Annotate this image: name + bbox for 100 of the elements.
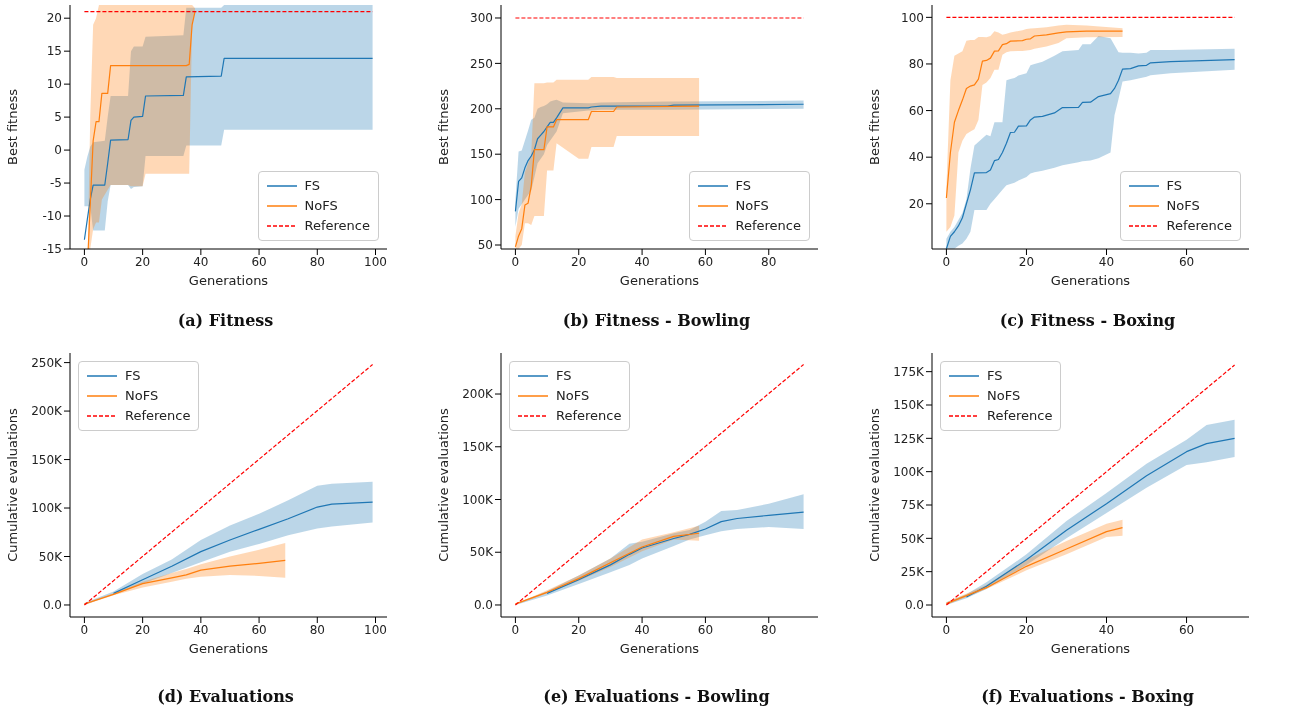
line-series xyxy=(83,57,374,241)
x-tick-label: 20 xyxy=(571,254,587,269)
y-tick-label: 40 xyxy=(908,150,924,165)
x-tick-label: 0 xyxy=(511,254,520,269)
x-tick-label: 20 xyxy=(134,254,151,269)
text: (c) Fitness - Boxing xyxy=(998,311,1177,330)
y-axis-title: Cumulative evaluations xyxy=(866,408,882,562)
y-tick-label: 50 xyxy=(477,238,493,253)
y-tick-label: 150K xyxy=(31,452,64,467)
x-tick-label: 60 xyxy=(697,622,714,637)
y-tick-label: 0.0 xyxy=(473,598,493,613)
y-axis-title: Cumulative evaluations xyxy=(435,408,451,562)
legend-label: FS xyxy=(735,177,752,195)
y-tick-label: 150K xyxy=(893,398,926,413)
x-tick-label: 40 xyxy=(1098,622,1115,637)
y-tick-label: 0.0 xyxy=(904,598,924,613)
y-tick-label: -10 xyxy=(42,209,62,224)
legend-label: Reference xyxy=(125,407,191,425)
text: (b) Fitness - Bowling xyxy=(561,311,752,330)
y-tick-label: 200K xyxy=(462,387,495,402)
text: (f) Evaluations - Boxing xyxy=(980,687,1195,706)
x-tick-label: 60 xyxy=(251,622,267,637)
x-axis-title: Generations xyxy=(1050,273,1131,288)
legend-label: Reference xyxy=(304,217,370,235)
x-tick-label: 40 xyxy=(634,254,650,269)
y-axis-title: Best fitness xyxy=(4,88,20,165)
text: (d) Evaluations xyxy=(156,687,295,706)
x-axis-title: Generations xyxy=(188,273,269,288)
legend-label: NoFS xyxy=(987,387,1021,405)
x-tick-label: 80 xyxy=(309,254,325,269)
legend-label: Reference xyxy=(1166,217,1232,235)
y-tick-label: 250 xyxy=(470,56,493,71)
y-tick-label: 100K xyxy=(462,492,495,507)
x-tick-label: 40 xyxy=(634,622,650,637)
x-tick-label: 80 xyxy=(309,622,325,637)
x-tick-label: 20 xyxy=(1018,622,1035,637)
legend-label: NoFS xyxy=(304,197,338,215)
x-tick-label: 0 xyxy=(80,622,89,637)
x-tick-label: 20 xyxy=(1018,254,1035,269)
x-tick-label: 0 xyxy=(511,622,520,637)
y-tick-label: 200 xyxy=(470,102,493,117)
line-series xyxy=(965,437,1236,598)
y-tick-label: 0 xyxy=(54,143,62,158)
y-tick-label: 50K xyxy=(38,549,64,564)
legend-label: FS xyxy=(304,177,321,195)
legend-label: FS xyxy=(987,367,1003,385)
legend-label: FS xyxy=(125,367,141,385)
x-tick-label: 20 xyxy=(571,622,587,637)
y-axis-title: Cumulative evaluations xyxy=(4,408,20,562)
legend-label: Reference xyxy=(556,407,622,425)
x-tick-label: 60 xyxy=(251,254,267,269)
legend-label: Reference xyxy=(987,407,1053,425)
text: (e) Evaluations - Bowling xyxy=(542,687,771,706)
y-tick-label: 200K xyxy=(31,404,64,419)
y-tick-label: 300 xyxy=(470,11,493,26)
y-tick-label: 250K xyxy=(31,355,64,370)
legend-label: FS xyxy=(556,367,572,385)
y-tick-label: 150K xyxy=(462,440,495,455)
legend-label: NoFS xyxy=(735,197,769,215)
y-tick-label: 60 xyxy=(908,103,924,118)
x-tick-label: 20 xyxy=(134,622,151,637)
x-tick-label: 0 xyxy=(942,254,951,269)
y-tick-label: 0.0 xyxy=(42,598,62,613)
line-series xyxy=(945,30,1124,199)
x-axis-title: Generations xyxy=(619,641,700,656)
line-series xyxy=(546,511,805,594)
line-series xyxy=(83,559,286,605)
x-axis-title: Generations xyxy=(1050,641,1131,656)
x-axis-title: Generations xyxy=(619,273,700,288)
y-tick-label: 100 xyxy=(901,10,924,25)
y-tick-label: 20 xyxy=(46,11,62,26)
y-tick-label: 75K xyxy=(900,498,926,513)
y-tick-label: 50K xyxy=(469,545,495,560)
x-axis-title: Generations xyxy=(188,641,269,656)
y-tick-label: 5 xyxy=(54,110,62,125)
legend-label: NoFS xyxy=(556,387,590,405)
y-tick-label: 25K xyxy=(900,564,926,579)
y-tick-label: 175K xyxy=(893,364,926,379)
legend-label: NoFS xyxy=(1166,197,1200,215)
x-tick-label: 60 xyxy=(1178,254,1195,269)
y-tick-label: -5 xyxy=(50,176,62,191)
x-tick-label: 60 xyxy=(1178,622,1195,637)
y-tick-label: 15 xyxy=(46,44,62,59)
x-tick-label: 100 xyxy=(364,254,387,269)
x-tick-label: 40 xyxy=(1098,254,1115,269)
legend-label: Reference xyxy=(735,217,801,235)
legend-label: FS xyxy=(1166,177,1183,195)
y-axis-title: Best fitness xyxy=(435,88,451,165)
x-tick-label: 40 xyxy=(193,622,209,637)
y-tick-label: 100K xyxy=(893,464,926,479)
y-tick-label: 20 xyxy=(908,197,924,212)
y-tick-label: 150 xyxy=(470,147,493,162)
y-tick-label: 80 xyxy=(908,57,924,72)
y-axis-title: Best fitness xyxy=(866,88,882,165)
y-tick-label: 10 xyxy=(46,77,62,92)
x-tick-label: 80 xyxy=(761,254,777,269)
text: (a) Fitness xyxy=(176,311,275,330)
line-series xyxy=(112,501,374,594)
y-tick-label: 50K xyxy=(900,531,926,546)
x-tick-label: 100 xyxy=(364,622,387,637)
